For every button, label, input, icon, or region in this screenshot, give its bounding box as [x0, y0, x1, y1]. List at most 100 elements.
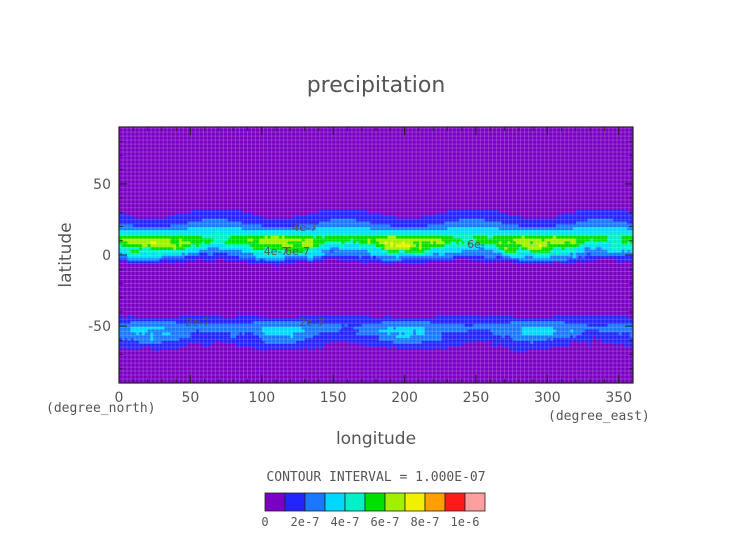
field-cell [227, 360, 231, 364]
field-cell [193, 363, 197, 367]
field-cell [364, 317, 369, 322]
field-cell [270, 357, 274, 361]
field-cell [413, 337, 417, 341]
field-cell [398, 317, 403, 322]
field-cell [376, 368, 380, 373]
field-cell [435, 374, 440, 378]
field-cell [595, 326, 600, 330]
field-cell [558, 326, 563, 330]
field-cell [327, 317, 331, 322]
field-cell [575, 377, 580, 381]
field-cell [178, 363, 183, 367]
field-cell [550, 371, 554, 376]
field-cell [475, 317, 480, 322]
field-cell [130, 323, 134, 327]
field-cell [393, 334, 397, 339]
field-cell [264, 337, 269, 341]
field-cell [147, 323, 152, 327]
field-cell [581, 351, 586, 356]
field-cell [598, 371, 603, 376]
field-cell [213, 374, 217, 378]
field-cell [387, 320, 391, 324]
field-cell [347, 354, 351, 358]
field-cell [144, 326, 149, 330]
field-cell [518, 346, 523, 350]
field-cell [624, 377, 628, 381]
field-cell [473, 328, 477, 333]
field-cell [307, 380, 311, 383]
field-cell [604, 351, 608, 356]
field-cell [367, 317, 371, 322]
field-cell [410, 351, 414, 356]
field-cell [467, 357, 471, 361]
field-cell [147, 348, 152, 353]
field-cell [470, 374, 474, 378]
field-cell [527, 348, 531, 353]
field-cell [267, 357, 271, 361]
field-cell [341, 354, 346, 358]
field-cell [501, 343, 506, 347]
field-cell [581, 326, 586, 330]
field-cell [273, 363, 277, 367]
field-cell [310, 374, 314, 378]
field-cell [393, 360, 397, 364]
field-cell [510, 380, 514, 383]
field-cell [607, 328, 611, 333]
field-cell [567, 363, 571, 367]
field-cell [564, 346, 568, 350]
field-cell [290, 371, 294, 376]
field-cell [593, 368, 597, 373]
field-cell [241, 368, 246, 373]
field-cell [353, 317, 357, 322]
field-cell [618, 368, 623, 373]
field-cell [584, 368, 588, 373]
field-cell [435, 326, 440, 330]
field-cell [430, 328, 434, 333]
field-cell [244, 343, 249, 347]
field-cell [410, 368, 414, 373]
field-cell [119, 346, 123, 350]
field-cell [553, 317, 557, 322]
field-cell [547, 337, 551, 341]
field-cell [401, 360, 406, 364]
field-cell [604, 320, 608, 324]
field-cell [370, 331, 374, 336]
field-cell [573, 354, 577, 358]
field-cell [196, 328, 200, 333]
field-cell [190, 351, 194, 356]
field-cell [447, 323, 451, 327]
field-cell [535, 351, 540, 356]
field-cell [233, 343, 237, 347]
field-cell [158, 337, 163, 341]
field-cell [238, 365, 243, 370]
field-cell [210, 340, 214, 344]
field-cell [455, 320, 460, 324]
field-cell [270, 360, 274, 364]
field-cell [533, 374, 537, 378]
field-cell [376, 365, 380, 370]
field-cell [513, 360, 517, 364]
field-cell [367, 334, 371, 339]
field-cell [404, 334, 409, 339]
field-cell [441, 360, 446, 364]
field-cell [284, 346, 289, 350]
field-cell [455, 328, 460, 333]
field-cell [213, 343, 217, 347]
field-cell [336, 377, 340, 381]
field-cell [521, 323, 526, 327]
field-cell [344, 331, 349, 336]
field-cell [361, 360, 366, 364]
field-cell [136, 320, 140, 324]
field-cell [173, 334, 177, 339]
field-cell [490, 371, 494, 376]
field-cell [121, 354, 126, 358]
field-cell [204, 323, 209, 327]
field-cell [276, 337, 280, 341]
field-cell [381, 363, 386, 367]
field-cell [164, 363, 169, 367]
field-cell [241, 346, 246, 350]
field-cell [347, 371, 351, 376]
field-cell [204, 348, 209, 353]
field-cell [270, 365, 274, 370]
field-cell [164, 340, 169, 344]
